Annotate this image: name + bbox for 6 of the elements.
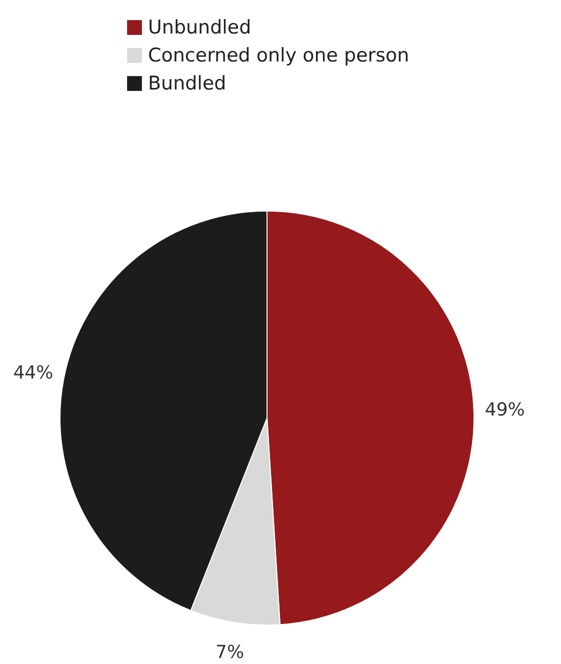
legend-label: Unbundled	[148, 16, 252, 38]
legend-label: Concerned only one person	[148, 44, 410, 66]
legend-label: Bundled	[148, 72, 226, 94]
data-label: 7%	[215, 642, 244, 664]
data-label: 49%	[484, 400, 525, 421]
data-label: 44%	[13, 362, 54, 384]
